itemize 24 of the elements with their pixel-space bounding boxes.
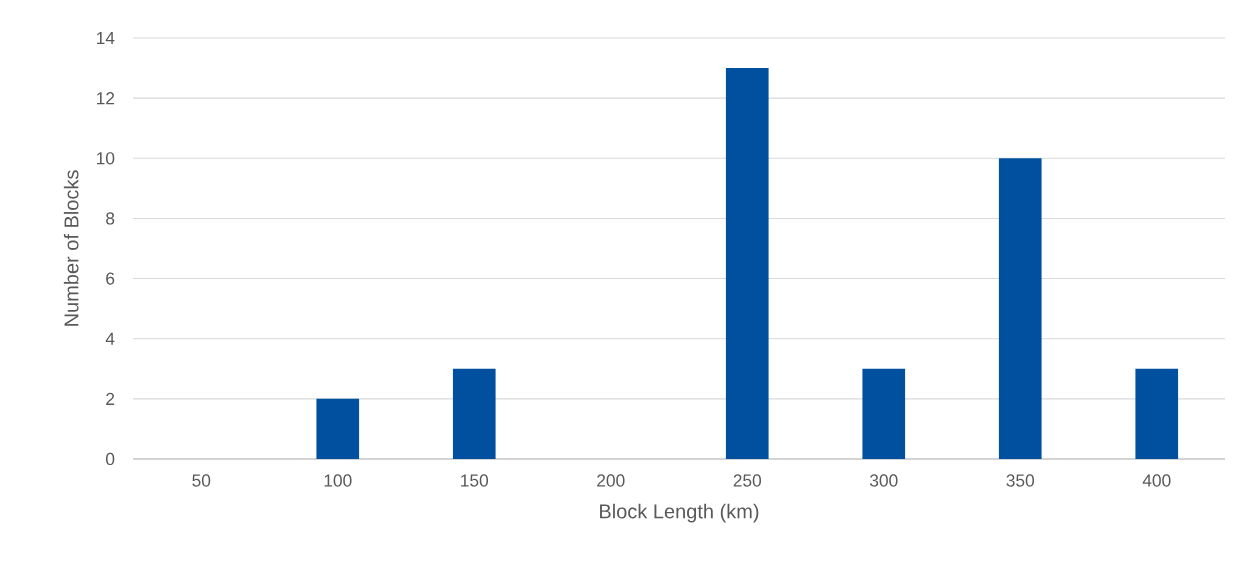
x-tick-label: 250 xyxy=(733,474,762,487)
y-tick-label: 10 xyxy=(97,152,115,165)
bar xyxy=(725,68,769,459)
bar xyxy=(452,368,496,459)
bar xyxy=(998,158,1042,459)
y-tick-label: 8 xyxy=(106,212,115,225)
x-tick-label: 100 xyxy=(324,474,352,487)
x-tick-label: 50 xyxy=(192,474,211,487)
x-tick-label: 150 xyxy=(461,474,489,487)
x-axis-title: Block Length (km) xyxy=(600,503,759,523)
bar xyxy=(316,398,360,459)
x-tick-label: 200 xyxy=(597,474,625,487)
x-tick-label: 350 xyxy=(1006,474,1035,487)
x-tick-label: 400 xyxy=(1142,474,1171,487)
bar xyxy=(1135,368,1179,459)
x-tick-label: 300 xyxy=(869,474,898,487)
y-tick-label: 6 xyxy=(106,272,115,285)
y-tick-label: 14 xyxy=(97,32,115,44)
y-tick-label: 2 xyxy=(106,392,115,405)
bar xyxy=(862,368,906,459)
y-tick-label: 12 xyxy=(97,92,115,105)
y-axis-title: Number of Blocks xyxy=(63,170,79,326)
y-tick-label: 0 xyxy=(106,452,115,466)
y-tick-label: 4 xyxy=(105,332,115,345)
